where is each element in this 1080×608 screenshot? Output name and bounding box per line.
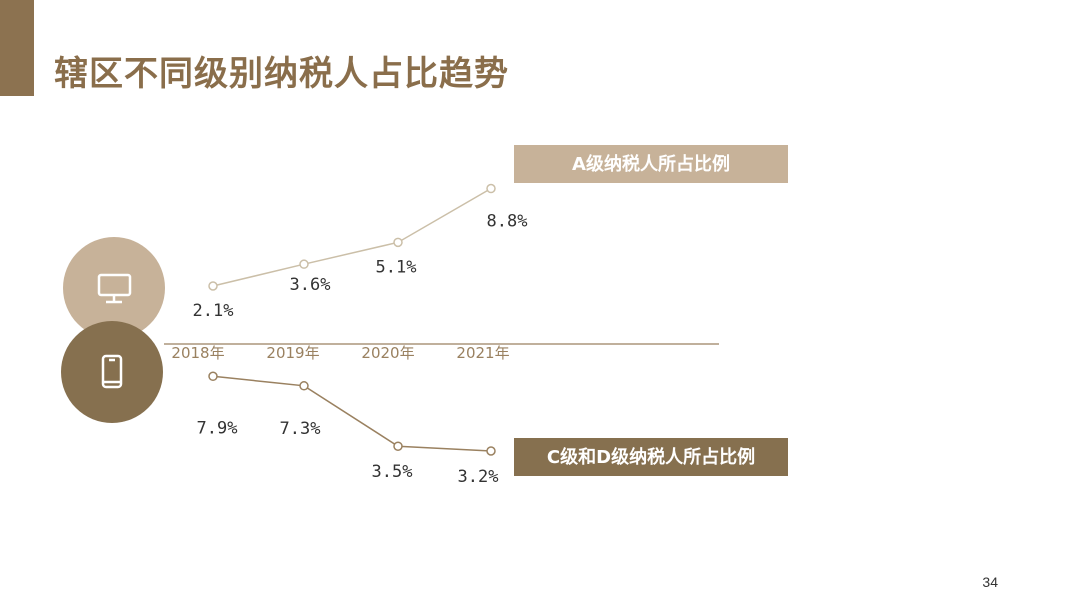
series-a-data-label: 8.8% — [487, 212, 528, 232]
series-a-point — [299, 259, 309, 269]
legend-a-box — [514, 145, 788, 183]
series-a-point — [393, 237, 403, 248]
series-a-line — [212, 187, 492, 287]
legend-cd-label: C级和D级纳税人所占比例 — [547, 446, 755, 468]
legend-cd: C级和D级纳税人所占比例 — [514, 438, 788, 476]
x-tick-label: 2018年 — [171, 344, 224, 362]
title-accent-bar — [0, 0, 34, 96]
series-cd-point — [393, 441, 403, 451]
bottom-circle — [61, 321, 163, 423]
series-a-point — [486, 183, 496, 194]
series-a-group: 2.1% 3.6% 5.1% 8.8% — [193, 183, 528, 321]
series-cd-data-label: 7.9% — [197, 418, 238, 438]
legend-cd-box — [514, 438, 788, 476]
legend-a-label: A级纳税人所占比例 — [572, 153, 730, 175]
series-a-data-label: 5.1% — [376, 257, 417, 277]
page-number: 34 — [982, 574, 998, 590]
series-cd-point — [208, 371, 218, 382]
x-axis-ticks: 2018年 2019年 2020年 2021年 — [171, 344, 509, 362]
page-title: 辖区不同级别纳税人占比趋势 — [54, 54, 509, 94]
monitor-icon — [97, 273, 132, 304]
series-cd-data-label: 3.2% — [458, 467, 499, 487]
series-cd-point — [486, 446, 496, 456]
series-cd-line — [212, 375, 492, 452]
legend-a: A级纳税人所占比例 — [514, 145, 788, 183]
series-cd-group: 7.9% 7.3% 3.5% 3.2% — [197, 371, 499, 487]
x-tick-label: 2021年 — [456, 344, 509, 362]
x-tick-label: 2020年 — [361, 344, 414, 362]
series-a-point — [208, 281, 218, 291]
top-circle — [63, 237, 165, 339]
series-cd-data-label: 7.3% — [280, 419, 321, 439]
smartphone-icon — [101, 354, 123, 389]
x-tick-label: 2019年 — [266, 344, 319, 362]
series-cd-data-label: 3.5% — [372, 462, 413, 482]
series-cd-point — [299, 381, 309, 391]
series-a-data-label: 2.1% — [193, 301, 234, 321]
series-a-data-label: 3.6% — [290, 275, 331, 295]
